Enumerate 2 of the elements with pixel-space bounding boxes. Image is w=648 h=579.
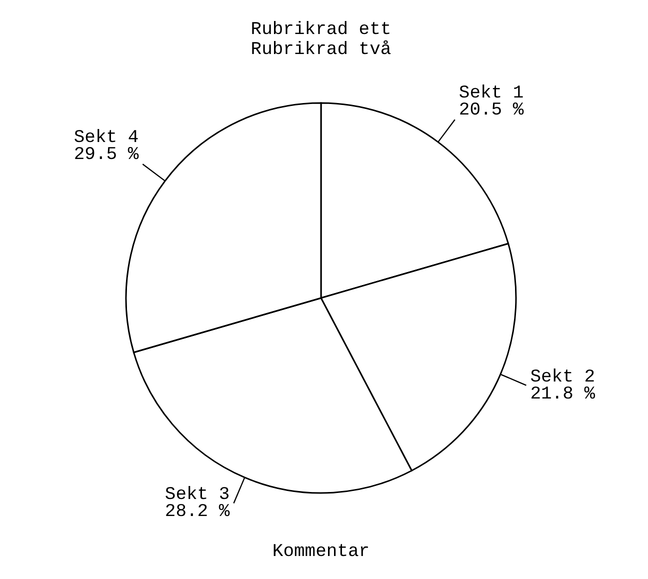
chart-title: Rubrikrad ett Rubrikrad två bbox=[250, 20, 392, 60]
text: Kommentar bbox=[272, 542, 370, 562]
